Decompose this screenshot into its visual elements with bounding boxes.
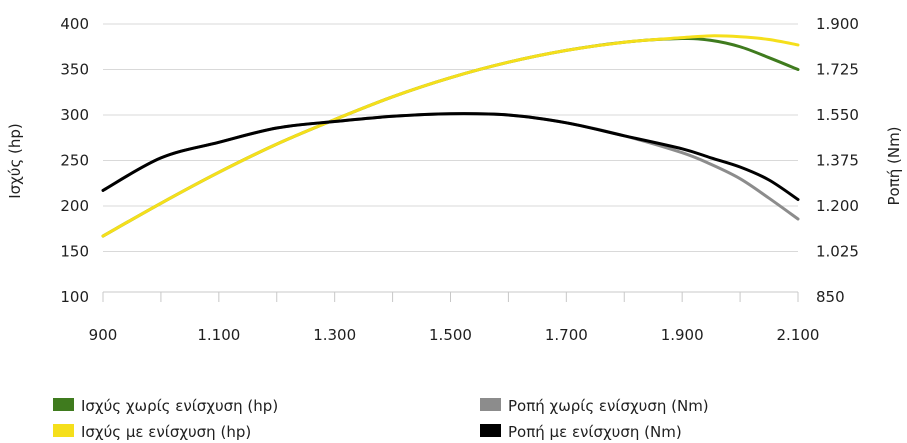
left-tick-label: 300: [60, 106, 89, 124]
x-tick-marks: [102, 292, 799, 302]
right-tick-label: 1.025: [816, 243, 859, 261]
x-tick-label: 1.500: [429, 326, 472, 344]
legend-label: Ροπή χωρίς ενίσχυση (Nm): [508, 397, 709, 415]
legend-swatch: [480, 398, 501, 411]
legend-item: Ροπή με ενίσχυση (Nm): [480, 423, 682, 441]
x-tick-label: 1.900: [661, 326, 704, 344]
legend-item: Ισχύς χωρίς ενίσχυση (hp): [53, 397, 278, 415]
x-axis-ticks: 900 1.100 1.300 1.500 1.700 1.900 2.100: [89, 326, 820, 344]
torque-with-boost-line: [101, 112, 800, 201]
legend-label: Ισχύς χωρίς ενίσχυση (hp): [81, 397, 278, 415]
x-tick-label: 900: [89, 326, 118, 344]
left-axis-ticks: 100 150 200 250 300 350 400: [60, 15, 89, 306]
legend: Ισχύς χωρίς ενίσχυση (hp) Ισχύς με ενίσχ…: [53, 397, 709, 441]
left-tick-label: 250: [60, 152, 89, 170]
left-tick-label: 200: [60, 197, 89, 215]
right-tick-label: 1.200: [816, 197, 859, 215]
legend-item: Ισχύς με ενίσχυση (hp): [53, 423, 251, 441]
left-tick-label: 400: [60, 15, 89, 33]
x-tick-label: 1.100: [197, 326, 240, 344]
gridlines: [103, 23, 798, 252]
x-tick-label: 1.300: [313, 326, 356, 344]
series-lines: [101, 34, 800, 238]
right-tick-label: 1.375: [816, 152, 859, 170]
right-axis-ticks: 850 1.025 1.200 1.375 1.550 1.725 1.900: [816, 15, 859, 306]
legend-item: Ροπή χωρίς ενίσχυση (Nm): [480, 397, 709, 415]
right-tick-label: 1.550: [816, 106, 859, 124]
legend-swatch: [53, 424, 74, 437]
power-with-boost-line: [101, 34, 800, 238]
left-tick-label: 350: [60, 61, 89, 79]
legend-label: Ροπή με ενίσχυση (Nm): [508, 423, 682, 441]
x-tick-label: 1.700: [545, 326, 588, 344]
torque-no-boost-line: [101, 112, 800, 221]
left-axis-title: Ισχύς (hp): [6, 123, 24, 199]
right-tick-label: 850: [816, 288, 845, 306]
legend-swatch: [480, 424, 501, 437]
legend-swatch: [53, 398, 74, 411]
right-tick-label: 1.900: [816, 15, 859, 33]
legend-label: Ισχύς με ενίσχυση (hp): [81, 423, 251, 441]
right-tick-label: 1.725: [816, 61, 859, 79]
left-tick-label: 100: [60, 288, 89, 306]
right-axis-title: Ροπή (Nm): [885, 126, 903, 205]
left-tick-label: 150: [60, 243, 89, 261]
x-tick-label: 2.100: [777, 326, 820, 344]
